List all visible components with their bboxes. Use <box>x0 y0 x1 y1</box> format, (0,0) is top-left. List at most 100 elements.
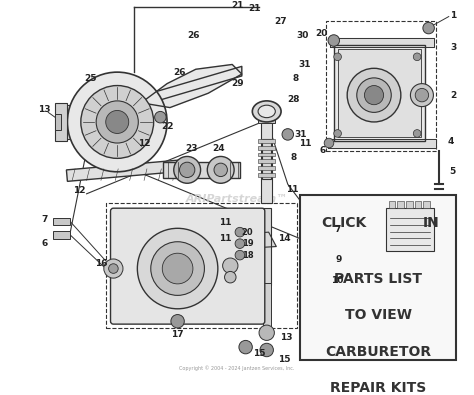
Text: 12: 12 <box>138 139 150 148</box>
Text: 19: 19 <box>242 239 253 248</box>
Bar <box>386 208 434 251</box>
Text: 28: 28 <box>287 96 300 104</box>
Circle shape <box>151 242 204 295</box>
Text: 18: 18 <box>242 251 253 260</box>
Circle shape <box>235 228 245 237</box>
Bar <box>300 195 456 360</box>
Bar <box>258 115 275 123</box>
Text: 31: 31 <box>299 60 311 69</box>
Text: 20: 20 <box>315 29 328 38</box>
Text: 7: 7 <box>335 225 341 234</box>
Text: 21: 21 <box>248 4 261 13</box>
Circle shape <box>365 86 383 105</box>
Text: REPAIR KITS: REPAIR KITS <box>330 381 426 395</box>
Text: 31: 31 <box>294 130 307 139</box>
Text: 16: 16 <box>95 259 107 268</box>
Text: 29: 29 <box>232 79 244 88</box>
Circle shape <box>324 138 334 148</box>
Bar <box>163 162 240 177</box>
Text: 15: 15 <box>253 349 265 358</box>
Text: 12: 12 <box>73 186 85 196</box>
Text: CARBURETOR: CARBURETOR <box>325 345 431 359</box>
Circle shape <box>314 273 323 282</box>
Text: 21: 21 <box>231 0 243 9</box>
Bar <box>334 45 425 141</box>
Circle shape <box>162 253 193 284</box>
Bar <box>423 201 430 208</box>
Ellipse shape <box>252 101 281 122</box>
Bar <box>258 173 275 177</box>
Circle shape <box>259 325 274 340</box>
Text: 26: 26 <box>188 31 200 40</box>
Circle shape <box>225 271 236 283</box>
Circle shape <box>413 53 421 61</box>
Circle shape <box>282 129 293 140</box>
Polygon shape <box>317 220 331 232</box>
Bar <box>67 105 117 139</box>
Text: ARIPartstream™: ARIPartstream™ <box>186 194 288 203</box>
Text: 17: 17 <box>171 330 184 339</box>
Circle shape <box>96 101 138 143</box>
Polygon shape <box>330 38 434 47</box>
Circle shape <box>174 156 201 183</box>
Text: 8: 8 <box>292 74 299 83</box>
Bar <box>262 208 272 285</box>
Bar <box>406 201 413 208</box>
Circle shape <box>67 72 167 172</box>
Bar <box>258 166 275 170</box>
Text: 11: 11 <box>219 218 232 227</box>
Circle shape <box>410 84 433 107</box>
Bar <box>258 146 275 150</box>
Polygon shape <box>328 139 436 148</box>
Text: 25: 25 <box>84 74 97 83</box>
Text: 11: 11 <box>299 139 311 148</box>
Circle shape <box>334 53 341 61</box>
Text: TO VIEW: TO VIEW <box>345 308 411 322</box>
Bar <box>55 103 67 141</box>
Polygon shape <box>141 64 242 107</box>
Ellipse shape <box>258 105 275 118</box>
Circle shape <box>415 88 428 102</box>
Circle shape <box>235 239 245 248</box>
Polygon shape <box>144 66 242 105</box>
Text: 27: 27 <box>274 17 286 26</box>
Circle shape <box>318 222 325 230</box>
Text: 14: 14 <box>278 234 290 243</box>
Bar <box>53 218 70 226</box>
Text: 3: 3 <box>450 43 456 52</box>
Text: 22: 22 <box>161 122 173 131</box>
Text: 11: 11 <box>286 184 299 194</box>
Circle shape <box>347 68 401 122</box>
Circle shape <box>413 130 421 137</box>
Circle shape <box>423 22 434 34</box>
Circle shape <box>334 130 341 137</box>
Bar <box>106 203 297 328</box>
Text: 30: 30 <box>296 31 309 40</box>
Bar <box>55 114 61 130</box>
Circle shape <box>214 163 228 177</box>
Circle shape <box>81 86 154 158</box>
Circle shape <box>235 250 245 260</box>
Circle shape <box>328 35 339 46</box>
Text: 5: 5 <box>449 167 456 176</box>
Text: CLICK: CLICK <box>321 216 366 230</box>
Bar <box>261 117 273 203</box>
Text: 6: 6 <box>319 146 325 155</box>
Text: 20: 20 <box>242 228 253 237</box>
FancyBboxPatch shape <box>110 208 265 324</box>
Bar <box>337 49 421 137</box>
Text: 13: 13 <box>280 333 292 342</box>
Text: 8: 8 <box>291 153 297 162</box>
Circle shape <box>223 258 238 273</box>
Bar <box>263 283 271 333</box>
Text: 7: 7 <box>41 215 47 224</box>
Text: 24: 24 <box>212 144 225 153</box>
Circle shape <box>314 255 323 265</box>
Text: IN: IN <box>422 216 439 230</box>
Text: 1: 1 <box>450 11 456 20</box>
Circle shape <box>109 264 118 273</box>
Circle shape <box>180 162 195 177</box>
Text: PARTS LIST: PARTS LIST <box>334 272 422 286</box>
Polygon shape <box>230 232 276 248</box>
Bar <box>258 159 275 163</box>
